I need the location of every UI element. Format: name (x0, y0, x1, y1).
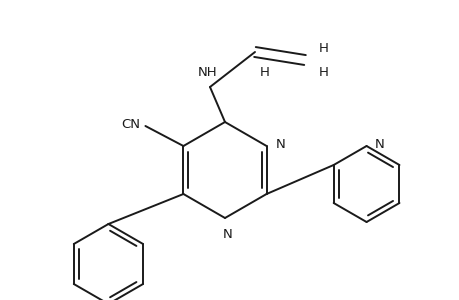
Text: N: N (275, 137, 285, 151)
Text: CN: CN (121, 118, 140, 130)
Text: NH: NH (198, 66, 218, 79)
Text: N: N (374, 137, 383, 151)
Text: H: H (259, 66, 269, 79)
Text: H: H (318, 41, 328, 55)
Text: N: N (223, 228, 232, 241)
Text: H: H (318, 65, 328, 79)
